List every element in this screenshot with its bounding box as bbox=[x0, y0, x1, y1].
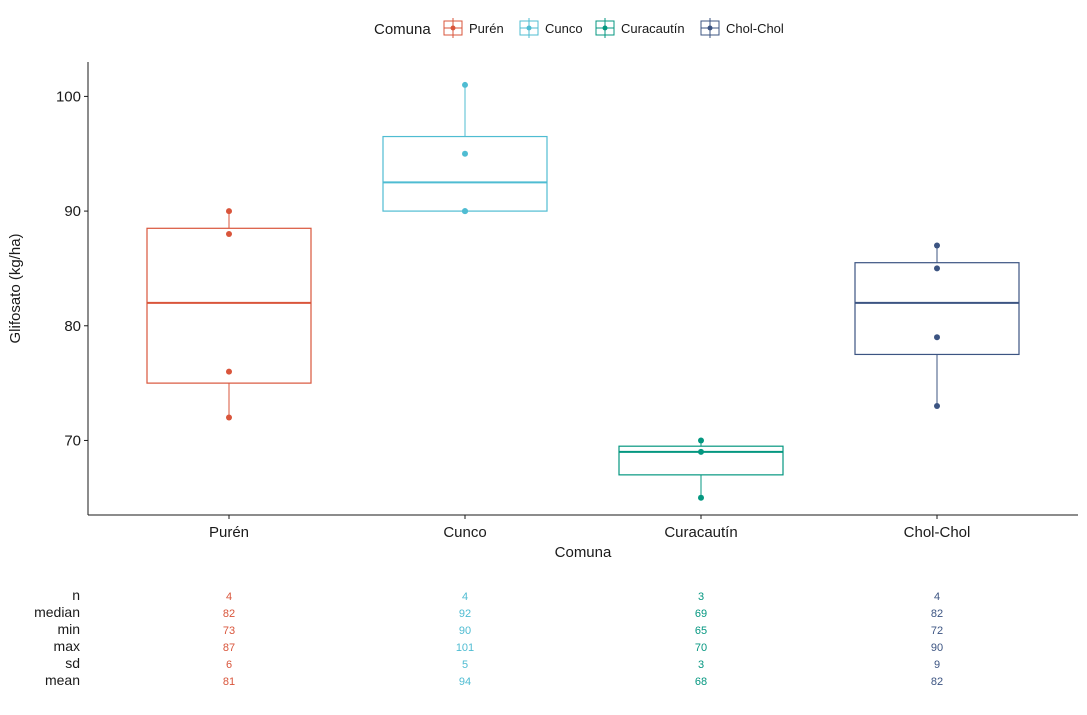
table-cell: 5 bbox=[462, 659, 468, 671]
data-point bbox=[226, 231, 232, 238]
table-row-label: sd bbox=[65, 655, 80, 671]
table-row-label: median bbox=[34, 604, 80, 620]
table-cell: 101 bbox=[456, 642, 474, 654]
table-row-label: mean bbox=[45, 672, 80, 688]
box-0 bbox=[146, 227, 312, 384]
data-point bbox=[934, 334, 940, 341]
table-cell: 4 bbox=[226, 591, 232, 603]
data-point bbox=[698, 448, 704, 455]
data-point bbox=[462, 208, 468, 215]
table-cell: 3 bbox=[698, 659, 704, 671]
table-cell: 68 bbox=[695, 676, 707, 688]
box-3 bbox=[854, 262, 1020, 356]
data-point bbox=[226, 414, 232, 421]
data-point bbox=[934, 265, 940, 272]
table-cell: 82 bbox=[223, 608, 235, 620]
table-cell: 65 bbox=[695, 625, 707, 637]
table-cell: 69 bbox=[695, 608, 707, 620]
x-tick-label: Cunco bbox=[443, 524, 486, 541]
x-tick-label: Chol-Chol bbox=[904, 524, 971, 541]
table-cell: 4 bbox=[934, 591, 940, 603]
y-axis-title: Glifosato (kg/ha) bbox=[7, 233, 24, 343]
table-cell: 90 bbox=[931, 642, 943, 654]
table-cell: 90 bbox=[459, 625, 471, 637]
box-2 bbox=[618, 445, 784, 476]
y-tick-label: 80 bbox=[64, 318, 81, 335]
legend-key-point bbox=[707, 25, 713, 31]
data-point bbox=[462, 150, 468, 157]
y-tick-label: 90 bbox=[64, 203, 81, 220]
table-cell: 6 bbox=[226, 659, 232, 671]
table-row-label: min bbox=[57, 621, 80, 637]
legend-label: Cunco bbox=[545, 21, 583, 36]
box-1 bbox=[382, 135, 548, 212]
table-cell: 94 bbox=[459, 676, 471, 688]
table-cell: 4 bbox=[462, 591, 468, 603]
table-cell: 82 bbox=[931, 676, 943, 688]
data-point bbox=[934, 242, 940, 249]
table-cell: 87 bbox=[223, 642, 235, 654]
table-cell: 92 bbox=[459, 608, 471, 620]
table-row-label: max bbox=[54, 638, 80, 654]
x-axis-title: Comuna bbox=[555, 544, 612, 561]
legend-key-point bbox=[526, 25, 532, 31]
data-point bbox=[226, 368, 232, 375]
table-cell: 72 bbox=[931, 625, 943, 637]
legend-label: Purén bbox=[469, 21, 504, 36]
table-cell: 3 bbox=[698, 591, 704, 603]
legend-label: Chol-Chol bbox=[726, 21, 784, 36]
table-cell: 73 bbox=[223, 625, 235, 637]
legend-key-point bbox=[602, 25, 608, 31]
data-point bbox=[934, 403, 940, 410]
legend-title: Comuna bbox=[374, 21, 431, 38]
data-point bbox=[226, 208, 232, 215]
data-point bbox=[462, 81, 468, 88]
y-tick-label: 70 bbox=[64, 432, 81, 449]
table-cell: 81 bbox=[223, 676, 235, 688]
y-tick-label: 100 bbox=[56, 88, 81, 105]
table-cell: 9 bbox=[934, 659, 940, 671]
table-row-label: n bbox=[72, 587, 80, 603]
x-tick-label: Purén bbox=[209, 524, 249, 541]
data-point bbox=[698, 494, 704, 501]
legend-label: Curacautín bbox=[621, 21, 685, 36]
x-tick-label: Curacautín bbox=[664, 524, 737, 541]
legend-key-point bbox=[450, 25, 456, 31]
table-cell: 82 bbox=[931, 608, 943, 620]
data-point bbox=[698, 437, 704, 444]
table-cell: 70 bbox=[695, 642, 707, 654]
